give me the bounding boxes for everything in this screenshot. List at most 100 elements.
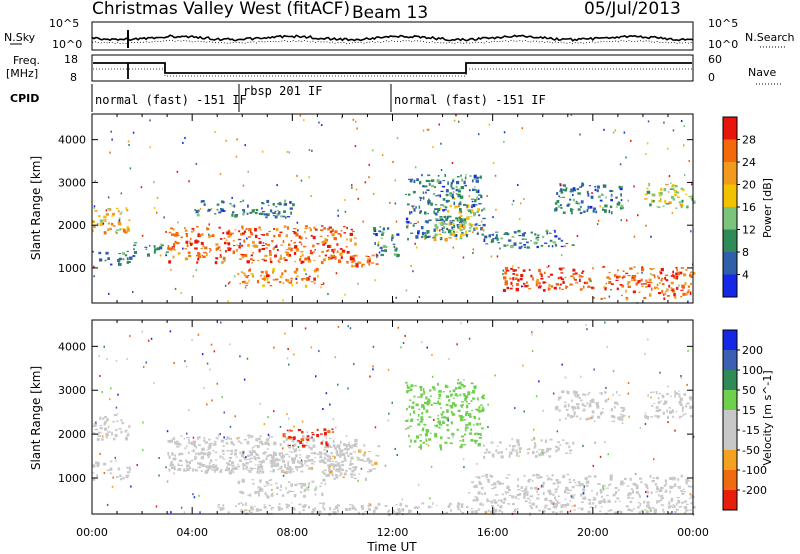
data-cell xyxy=(511,236,515,238)
data-cell xyxy=(284,199,287,203)
data-cell xyxy=(270,464,274,468)
data-cell xyxy=(166,430,169,433)
data-cell xyxy=(527,452,529,455)
data-cell xyxy=(321,492,324,497)
data-cell xyxy=(207,455,210,458)
data-cell xyxy=(311,436,313,439)
data-cell xyxy=(266,274,270,278)
data-cell xyxy=(427,128,430,131)
data-cell xyxy=(446,385,449,388)
data-cell xyxy=(644,198,648,200)
data-cell xyxy=(561,390,565,393)
data-cell xyxy=(149,119,151,122)
data-cell xyxy=(571,496,575,499)
data-cell xyxy=(184,360,186,363)
data-cell xyxy=(625,296,628,299)
data-cell xyxy=(331,428,334,431)
data-cell xyxy=(367,451,372,453)
data-cell xyxy=(207,446,211,449)
data-cell xyxy=(602,486,604,489)
data-cell xyxy=(203,251,207,254)
data-cell xyxy=(472,390,476,393)
data-cell xyxy=(323,449,327,451)
data-cell xyxy=(665,482,668,485)
data-cell xyxy=(627,275,631,277)
data-cell xyxy=(526,491,529,494)
data-cell xyxy=(536,491,539,493)
data-cell xyxy=(272,455,275,459)
data-cell xyxy=(686,503,689,505)
data-cell xyxy=(204,441,208,444)
data-cell xyxy=(627,281,631,284)
data-cell xyxy=(644,414,647,418)
data-cell xyxy=(456,343,458,346)
data-cell xyxy=(300,260,303,265)
data-cell xyxy=(491,233,495,236)
colorbar-swatch xyxy=(723,117,737,140)
data-cell xyxy=(336,463,340,467)
colorbar-tick-label: 8 xyxy=(742,246,749,259)
data-cell xyxy=(685,478,689,481)
data-cell xyxy=(456,428,459,431)
data-cell xyxy=(227,282,230,285)
data-cell xyxy=(421,429,425,432)
data-cell xyxy=(118,219,121,222)
data-cell xyxy=(392,161,394,163)
data-cell xyxy=(295,277,298,280)
data-cell xyxy=(523,410,525,413)
data-cell xyxy=(191,228,195,230)
x-tick-label: 00:00 xyxy=(677,526,709,539)
data-cell xyxy=(338,474,341,477)
data-cell xyxy=(684,506,688,510)
data-cell xyxy=(334,456,336,460)
data-cell xyxy=(186,467,190,472)
data-cell xyxy=(265,243,267,246)
data-cell xyxy=(458,386,462,390)
data-cell xyxy=(614,500,617,503)
data-cell xyxy=(457,219,460,222)
data-cell xyxy=(428,219,432,222)
data-cell xyxy=(658,200,662,203)
data-cell xyxy=(279,261,281,264)
data-cell xyxy=(517,278,520,282)
data-cell xyxy=(540,453,545,456)
data-cell xyxy=(284,332,286,335)
data-cell xyxy=(564,401,567,403)
data-cell xyxy=(129,256,133,260)
data-cell xyxy=(219,455,222,459)
data-cell xyxy=(293,425,295,428)
data-cell xyxy=(531,350,534,353)
data-cell xyxy=(265,247,268,249)
data-cell xyxy=(426,189,430,191)
data-cell xyxy=(192,442,196,446)
data-cell xyxy=(289,466,292,470)
data-cell xyxy=(219,433,221,435)
data-cell xyxy=(406,390,411,392)
data-cell xyxy=(405,381,408,384)
data-cell xyxy=(447,210,450,213)
data-cell xyxy=(581,270,585,273)
data-cell xyxy=(287,437,290,440)
data-cell xyxy=(620,413,622,416)
data-cell xyxy=(172,463,175,466)
data-cell xyxy=(290,277,293,280)
data-cell xyxy=(476,210,479,213)
data-cell xyxy=(184,257,189,261)
data-cell xyxy=(559,283,562,286)
data-cell xyxy=(479,422,482,426)
data-cell xyxy=(455,231,459,233)
data-cell xyxy=(665,290,668,292)
data-cell xyxy=(299,236,303,240)
data-cell xyxy=(592,399,595,403)
data-cell xyxy=(649,391,653,394)
data-cell xyxy=(686,383,688,386)
data-cell xyxy=(549,491,552,496)
data-cell xyxy=(126,228,130,232)
data-cell xyxy=(647,394,650,397)
data-cell xyxy=(298,454,302,456)
data-cell xyxy=(542,509,545,512)
data-cell xyxy=(320,451,323,455)
data-cell xyxy=(575,484,579,486)
data-cell xyxy=(627,392,630,395)
data-cell xyxy=(479,502,483,506)
